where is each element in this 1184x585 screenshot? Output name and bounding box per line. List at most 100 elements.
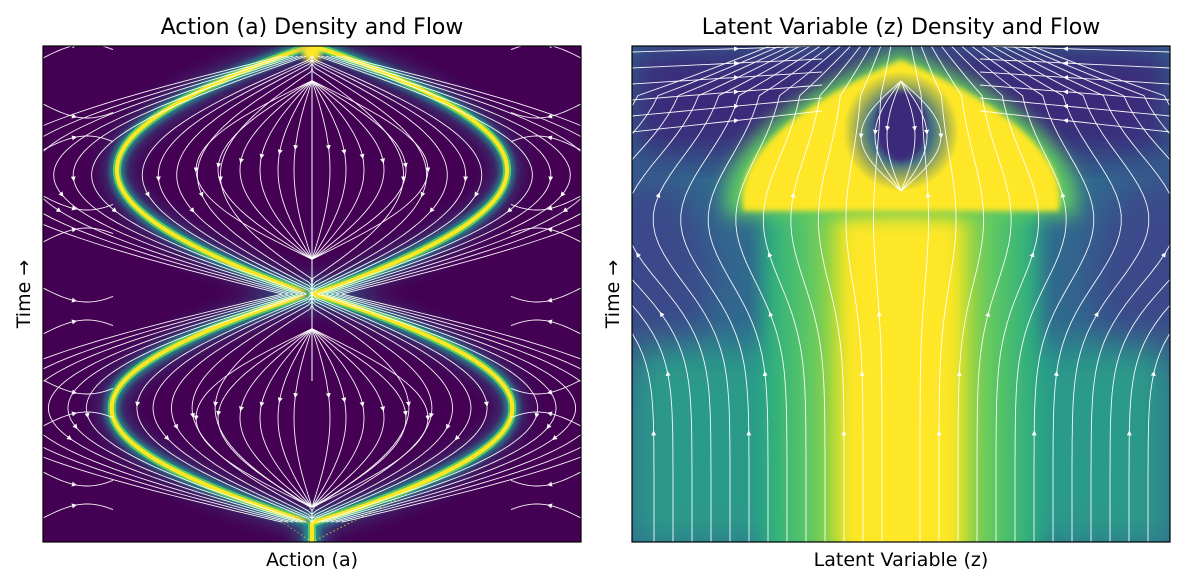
y-axis-label: Time → (13, 260, 35, 329)
streamline (886, 80, 902, 192)
streamline (67, 293, 303, 523)
panel-title: Latent Variable (z) Density and Flow (702, 15, 1100, 40)
density-column-core (841, 216, 961, 542)
streamline (900, 80, 928, 192)
streamline (72, 55, 303, 295)
streamline (176, 56, 313, 295)
streamline (652, 46, 811, 542)
streamline (196, 56, 313, 295)
streamline (940, 46, 1012, 542)
streamline (762, 46, 851, 542)
streamline (53, 55, 299, 295)
streamline (317, 55, 533, 295)
streamline (510, 46, 581, 59)
streamline-arrow (26, 400, 27, 404)
streamline (680, 46, 821, 542)
plot-frame (631, 45, 1171, 543)
streamline (293, 328, 313, 508)
streamline (43, 55, 289, 295)
streamline (311, 294, 433, 523)
streamline-arrow (620, 412, 621, 416)
streamline (979, 71, 1170, 85)
streamline (325, 293, 577, 523)
streamlines (632, 46, 1170, 542)
streamline (979, 97, 1170, 117)
streamline (259, 328, 313, 508)
streamline (1031, 46, 1170, 542)
panel-action: Action (a) Density and Flow Action (a) T… (3, 15, 621, 571)
streamline (330, 293, 581, 523)
streamline (510, 319, 581, 335)
streamline (43, 411, 114, 427)
streamline (335, 55, 581, 295)
streamline (979, 46, 1170, 53)
streamline (293, 80, 313, 260)
streamline (735, 46, 841, 542)
streamline (141, 55, 313, 295)
streamline (311, 293, 488, 523)
streamline (321, 293, 557, 523)
streamline (510, 471, 581, 487)
streamline (981, 46, 1122, 542)
streamline (317, 293, 539, 523)
streamline (43, 287, 114, 303)
streamline (311, 328, 365, 508)
streamline (632, 97, 823, 117)
streamline (979, 84, 1170, 101)
streamline (632, 46, 781, 542)
streamline-arrow (597, 400, 598, 404)
streamline (311, 80, 365, 260)
streamline-arrow (3, 412, 4, 416)
streamline (930, 46, 985, 542)
panel-title: Action (a) Density and Flow (161, 15, 464, 40)
streamline (43, 293, 294, 523)
streamline (632, 58, 823, 69)
streamline (335, 293, 581, 523)
streamline (951, 46, 1040, 542)
streamline (325, 55, 571, 295)
streamline (991, 46, 1150, 542)
streamline (510, 227, 581, 243)
streamline (170, 294, 313, 523)
streamline (43, 46, 114, 59)
streamline (979, 58, 1170, 69)
density-region (632, 176, 712, 376)
density-peak (302, 46, 322, 62)
streamline (632, 46, 823, 53)
x-axis-label: Action (a) (266, 549, 358, 571)
x-axis-label: Latent Variable (z) (814, 549, 989, 571)
streamline (43, 503, 114, 519)
streamline (971, 46, 1095, 542)
streamline (219, 56, 313, 295)
streamline (311, 56, 405, 295)
streamline (217, 328, 313, 508)
streamline (1021, 46, 1170, 542)
streamline (311, 80, 407, 260)
plot-frame (42, 45, 582, 543)
streamline (311, 55, 483, 295)
density-field (632, 46, 1170, 542)
streamline (43, 293, 289, 523)
streamline (152, 294, 313, 523)
streamline (341, 293, 581, 523)
streamline (43, 379, 114, 395)
streamline (43, 319, 114, 335)
streamline (259, 80, 313, 260)
density-hole-core (875, 90, 927, 162)
streamline (311, 80, 347, 260)
streamline (311, 80, 385, 260)
streamline (91, 55, 307, 295)
streamline (43, 103, 114, 119)
streamline (85, 293, 307, 523)
streamline (510, 287, 581, 303)
streamline (632, 110, 823, 133)
streamline (311, 328, 407, 508)
heatmap-latent (632, 46, 1170, 542)
streamline (510, 135, 581, 151)
streamline (341, 55, 581, 295)
streamline (43, 227, 114, 243)
streamline (632, 84, 823, 101)
streamline (277, 80, 313, 260)
streamline (961, 46, 1067, 542)
